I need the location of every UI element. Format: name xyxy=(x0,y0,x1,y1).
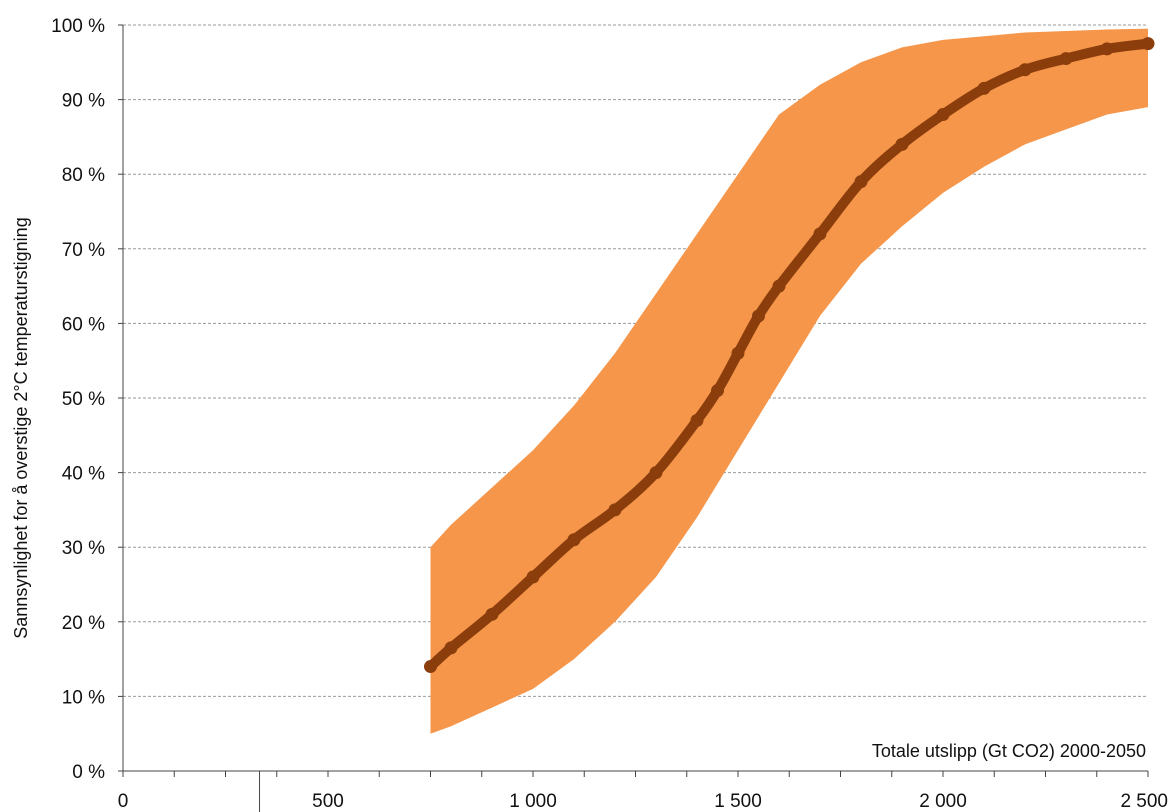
uncertainty-band-layer xyxy=(430,28,1148,734)
y-tick-label: 0 % xyxy=(72,762,105,783)
data-point xyxy=(977,81,991,95)
data-point xyxy=(690,413,704,427)
data-point xyxy=(895,137,909,151)
data-point xyxy=(813,227,827,241)
y-tick-label: 70 % xyxy=(62,240,105,261)
data-point xyxy=(854,175,868,189)
data-point xyxy=(1141,37,1155,51)
central-estimate-layer xyxy=(424,37,1155,674)
data-point xyxy=(485,607,499,621)
y-tick-label: 50 % xyxy=(62,389,105,410)
x-axis-annotation: Totale utslipp (Gt CO2) 2000-2050 xyxy=(872,741,1146,761)
data-point xyxy=(1100,42,1114,56)
data-point xyxy=(608,503,622,517)
data-point xyxy=(752,309,765,323)
y-axis-title: Sannsynlighet for å overstige 2°C temper… xyxy=(11,217,31,638)
x-tick-label: 2 000 xyxy=(919,791,967,812)
x-tick-label: 1 500 xyxy=(714,791,762,812)
data-point xyxy=(772,279,786,293)
y-tick-label: 60 % xyxy=(62,314,105,335)
data-point xyxy=(711,384,724,398)
y-tick-label: 80 % xyxy=(62,165,105,186)
y-tick-label: 90 % xyxy=(62,91,105,112)
data-point xyxy=(424,660,437,674)
x-tick-label: 0 xyxy=(118,791,129,812)
data-point xyxy=(936,108,950,122)
tick-labels: 0 % 10 % 20 % 30 % 40 % 50 % 60 % 70 % 80 % 90 % 1… xyxy=(51,16,1168,812)
x-tick-label: 500 xyxy=(312,791,344,812)
uncertainty-band xyxy=(430,28,1148,734)
x-tick-label: 1 000 xyxy=(509,791,557,812)
y-tick-label: 40 % xyxy=(62,464,105,485)
data-point xyxy=(526,570,540,584)
data-point xyxy=(444,641,458,655)
y-tick-label: 10 % xyxy=(62,687,105,708)
data-point xyxy=(731,346,745,360)
data-point xyxy=(1059,52,1073,66)
x-tick-label: 2 500 xyxy=(1120,791,1168,812)
data-point xyxy=(567,533,581,547)
data-point xyxy=(1018,63,1032,77)
y-tick-label: 30 % xyxy=(62,538,105,559)
data-point xyxy=(649,466,663,480)
axes xyxy=(118,24,1149,812)
y-tick-label: 100 % xyxy=(51,16,105,37)
y-tick-label: 20 % xyxy=(62,613,105,634)
